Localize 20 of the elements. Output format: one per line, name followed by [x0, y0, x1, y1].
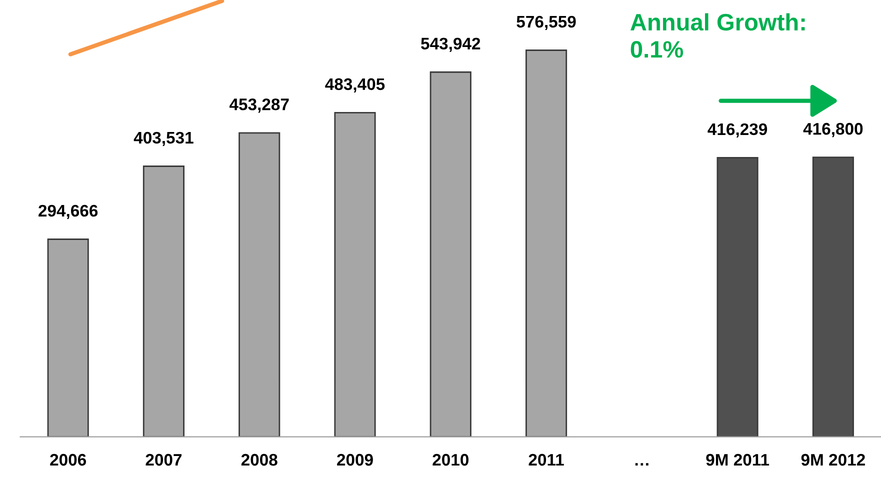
data-label: 453,287: [229, 98, 289, 113]
data-label: 416,800: [803, 122, 863, 138]
x-tick-label: …: [635, 463, 648, 466]
x-tick-label: 9M 2011: [706, 454, 770, 466]
data-label: 403,531: [134, 132, 194, 146]
x-tick-label: 2006: [50, 454, 86, 466]
x-tick-label: 2011: [528, 454, 564, 466]
data-label: 294,666: [38, 204, 98, 220]
data-label: 543,942: [421, 38, 480, 52]
data-label: 576,559: [516, 16, 576, 30]
data-label: 416,239: [708, 123, 768, 138]
bar: [716, 157, 758, 437]
x-tick-label: 2007: [146, 454, 182, 466]
x-tick-label: 2009: [337, 454, 373, 466]
x-tick-label: 2010: [432, 454, 468, 466]
x-tick-label: 9M 2012: [801, 454, 865, 466]
bar: [812, 156, 854, 437]
data-label: 483,405: [325, 78, 385, 92]
x-tick-label: 2008: [241, 454, 278, 466]
annotation: Annual Growth: 0.1%: [630, 13, 805, 58]
